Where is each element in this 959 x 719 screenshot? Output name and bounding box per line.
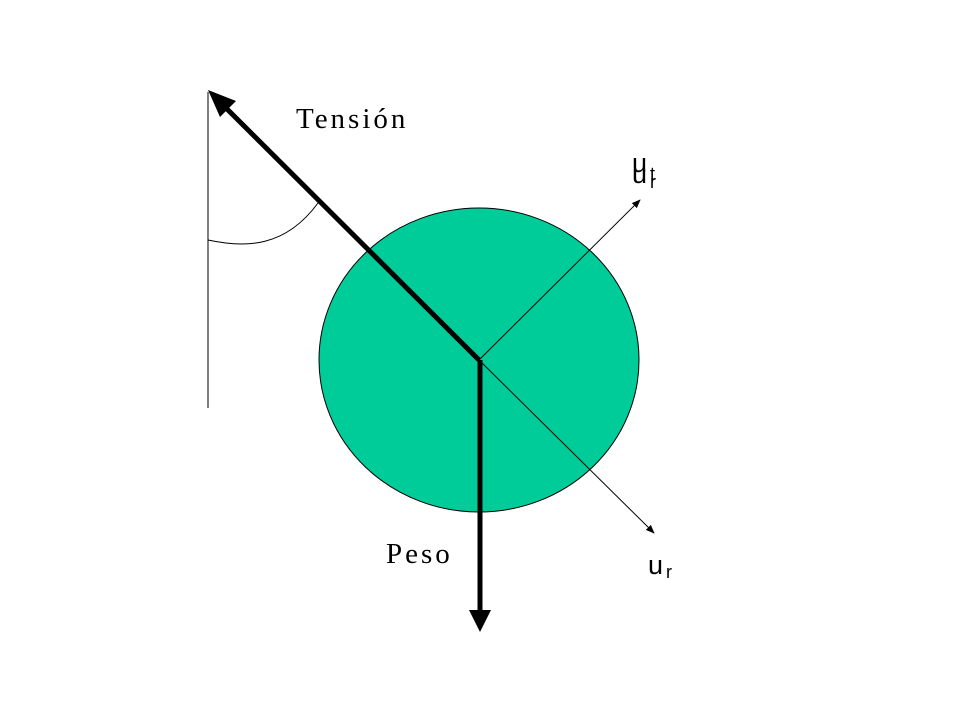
ut-label-overlap-sub: r (650, 172, 656, 192)
tangential-unit-vector (478, 199, 641, 361)
angle-arc (207, 202, 319, 245)
weight-label: Peso (386, 538, 453, 570)
ur-label-main: u (648, 550, 663, 580)
weight-arrowhead (469, 610, 491, 632)
ur-label-sub: r (666, 562, 672, 582)
radial-unit-vector (478, 359, 655, 534)
ut-label-sub: t (650, 164, 655, 184)
ut-label-main: u (632, 148, 647, 178)
tension-vector (220, 102, 481, 362)
ut-label-overlap-main: u (632, 159, 647, 189)
tension-label: Tensión (296, 103, 408, 135)
tension-arrowhead (208, 90, 236, 117)
